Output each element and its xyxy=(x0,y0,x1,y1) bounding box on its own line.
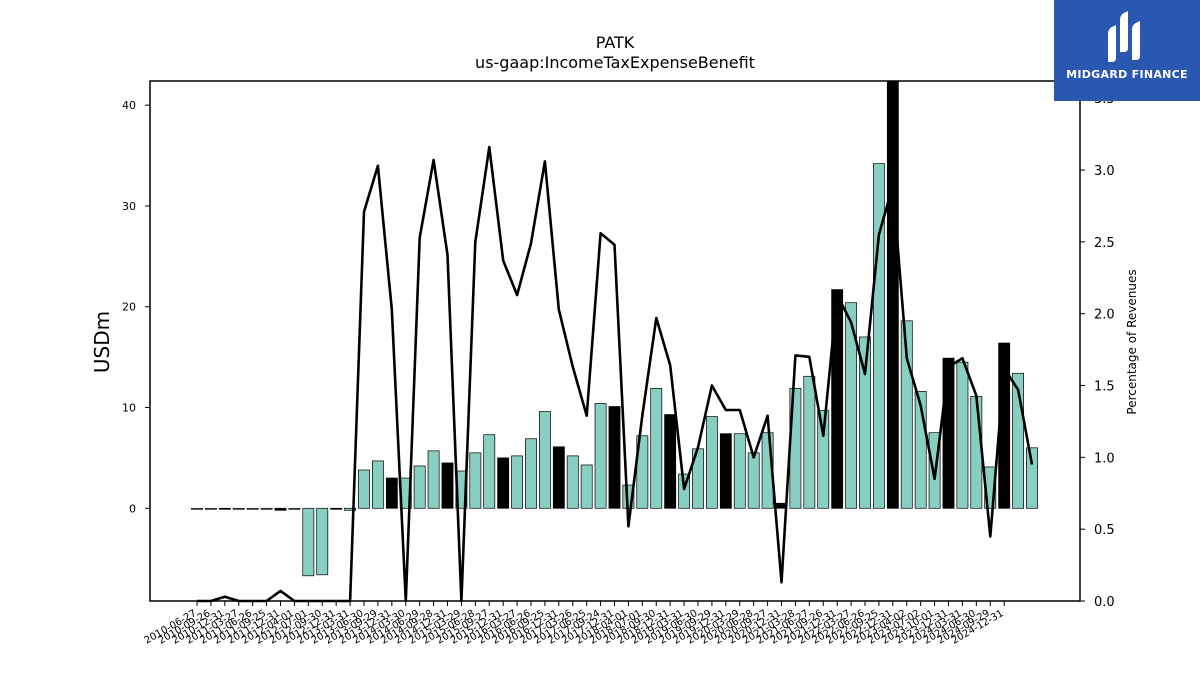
bar xyxy=(1026,447,1038,509)
bar xyxy=(580,464,593,509)
bar xyxy=(218,507,231,510)
bar xyxy=(316,507,329,576)
bar xyxy=(469,452,482,509)
bar xyxy=(705,416,718,509)
bar xyxy=(538,411,551,509)
y2-tick-label: 3.0 xyxy=(1094,164,1115,179)
bar xyxy=(831,289,844,509)
bar xyxy=(650,388,663,509)
bar-series xyxy=(191,80,1038,577)
bar xyxy=(191,507,203,510)
y-axis-label: USDm xyxy=(90,311,114,373)
bar xyxy=(274,507,287,511)
bar xyxy=(886,80,899,509)
chart-title: PATK xyxy=(596,33,635,52)
logo-mark-icon xyxy=(1108,11,1140,62)
bar xyxy=(636,435,649,509)
bar xyxy=(719,433,732,509)
logo-text: MIDGARD FINANCE xyxy=(1066,68,1188,81)
logo: MIDGARD FINANCE xyxy=(1054,0,1200,101)
chart-subtitle: us-gaap:IncomeTaxExpenseBenefit xyxy=(475,53,755,72)
bar xyxy=(594,403,607,509)
bar xyxy=(288,507,301,510)
bar xyxy=(956,361,969,509)
bar xyxy=(330,507,343,510)
y2-tick-label: 0.0 xyxy=(1094,595,1115,610)
bar xyxy=(566,455,579,509)
bar xyxy=(260,507,273,510)
bar xyxy=(413,465,426,509)
y2-axis-label: Percentage of Revenues xyxy=(1125,269,1139,414)
y-tick-label: 20 xyxy=(122,301,136,314)
y2-tick-label: 2.0 xyxy=(1094,308,1115,323)
axis-ticks: 0102030400.00.51.01.52.02.53.03.52010-06… xyxy=(122,92,1115,646)
bar xyxy=(511,455,523,509)
y2-tick-label: 1.5 xyxy=(1094,380,1115,395)
bar xyxy=(525,438,537,509)
bar xyxy=(845,302,857,509)
y-tick-label: 10 xyxy=(122,402,136,415)
bar xyxy=(900,320,913,509)
bar xyxy=(859,336,871,509)
bar xyxy=(427,450,440,509)
y-tick-label: 40 xyxy=(122,99,136,112)
bar xyxy=(358,469,370,509)
y-tick-label: 30 xyxy=(122,200,136,213)
bar xyxy=(914,391,927,509)
bar xyxy=(678,473,690,509)
y2-tick-label: 1.0 xyxy=(1094,451,1115,466)
bar xyxy=(1012,372,1024,509)
bar xyxy=(483,434,496,509)
bar xyxy=(385,477,398,509)
bar xyxy=(970,396,983,509)
bar xyxy=(872,163,885,509)
plot-frame xyxy=(149,80,1081,602)
bar xyxy=(441,462,454,509)
bar xyxy=(803,375,816,509)
bar xyxy=(344,507,356,511)
bar xyxy=(747,452,760,509)
bar xyxy=(552,446,565,509)
bar xyxy=(817,410,830,509)
bar xyxy=(372,460,384,509)
bar xyxy=(942,357,955,509)
bar xyxy=(232,507,245,510)
y2-tick-label: 2.5 xyxy=(1094,236,1115,251)
bar xyxy=(608,406,621,509)
bar xyxy=(664,414,677,509)
y-tick-label: 0 xyxy=(129,502,136,515)
bar xyxy=(733,433,746,509)
bar xyxy=(497,457,510,509)
bar xyxy=(302,507,315,577)
bar xyxy=(246,507,259,510)
y2-tick-label: 0.5 xyxy=(1094,523,1115,538)
bar xyxy=(205,507,217,510)
